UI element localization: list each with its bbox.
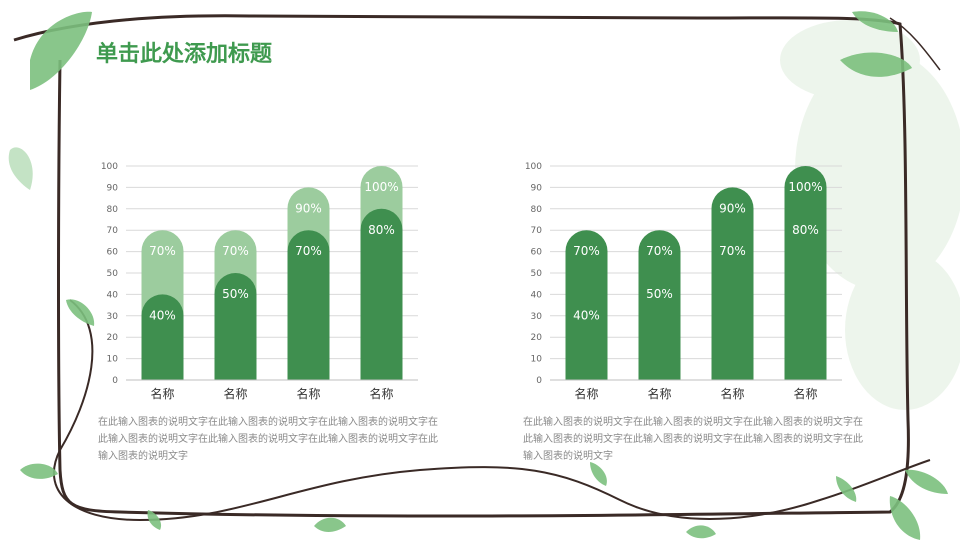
left-bar-chart: 0 10 20 30 40 50 60 70 80 90 100 70% 40% 名称 70% 50% 名称 90… (101, 162, 418, 401)
bar-data-label: 90% (295, 201, 322, 215)
x-category-label: 名称 (574, 386, 598, 401)
bar-inner-label: 50% (646, 287, 673, 301)
y-tick-label: 100 (101, 162, 118, 172)
bar-data-label: 70% (149, 244, 176, 258)
y-tick-label: 0 (112, 376, 118, 386)
y-tick-label: 20 (107, 333, 119, 343)
bar-inner-label: 70% (719, 244, 746, 258)
y-tick-label: 90 (107, 183, 119, 193)
y-tick-label: 60 (531, 248, 543, 258)
bar-data-label: 70% (573, 244, 600, 258)
x-category-label: 名称 (223, 386, 247, 401)
y-tick-label: 70 (531, 226, 543, 236)
bar-data-label: 70% (646, 244, 673, 258)
bar (287, 230, 330, 380)
y-tick-label: 10 (531, 355, 543, 365)
bar-data-label: 40% (149, 308, 176, 322)
y-tick-label: 40 (107, 290, 119, 300)
y-tick-label: 80 (531, 205, 543, 215)
vine-right (889, 17, 941, 71)
bar (784, 166, 827, 380)
bar-data-label: 70% (295, 244, 322, 258)
y-tick-label: 30 (107, 312, 119, 322)
y-tick-label: 50 (107, 269, 119, 279)
bar (565, 230, 608, 380)
bar (360, 208, 403, 380)
x-category-label: 名称 (296, 386, 320, 401)
y-tick-label: 70 (107, 226, 119, 236)
bar-data-label: 90% (719, 201, 746, 215)
bar-inner-label: 80% (792, 223, 819, 237)
bar-data-label: 80% (368, 223, 395, 237)
y-tick-label: 90 (531, 183, 543, 193)
y-tick-label: 100 (525, 162, 542, 172)
bar (638, 230, 681, 380)
y-tick-label: 0 (536, 376, 542, 386)
right-chart-description[interactable]: 在此输入图表的说明文字在此输入图表的说明文字在此输入图表的说明文字在此输入图表的… (523, 417, 863, 462)
bar-data-label: 50% (222, 287, 249, 301)
page-title[interactable]: 单击此处添加标题 (96, 42, 273, 67)
bar-data-label: 100% (788, 180, 822, 194)
y-tick-label: 30 (531, 312, 543, 322)
x-category-label: 名称 (793, 386, 817, 401)
y-tick-label: 10 (107, 355, 119, 365)
bar (141, 294, 184, 380)
x-category-label: 名称 (369, 386, 393, 401)
bar-inner-label: 40% (573, 308, 600, 322)
y-tick-label: 60 (107, 248, 119, 258)
y-tick-label: 80 (107, 205, 119, 215)
y-tick-label: 40 (531, 290, 543, 300)
x-category-label: 名称 (647, 386, 671, 401)
bar (711, 187, 754, 380)
x-category-label: 名称 (720, 386, 744, 401)
x-category-label: 名称 (150, 386, 174, 401)
bar-data-label: 70% (222, 244, 249, 258)
left-chart-description[interactable]: 在此输入图表的说明文字在此输入图表的说明文字在此输入图表的说明文字在此输入图表的… (98, 417, 438, 462)
y-tick-label: 20 (531, 333, 543, 343)
bar-data-label: 100% (364, 180, 398, 194)
bar (214, 273, 257, 380)
y-tick-label: 50 (531, 269, 543, 279)
right-bar-chart: 0 10 20 30 40 50 60 70 80 90 100 70% 40% 名称 70% 50% 名称 90… (525, 162, 842, 401)
